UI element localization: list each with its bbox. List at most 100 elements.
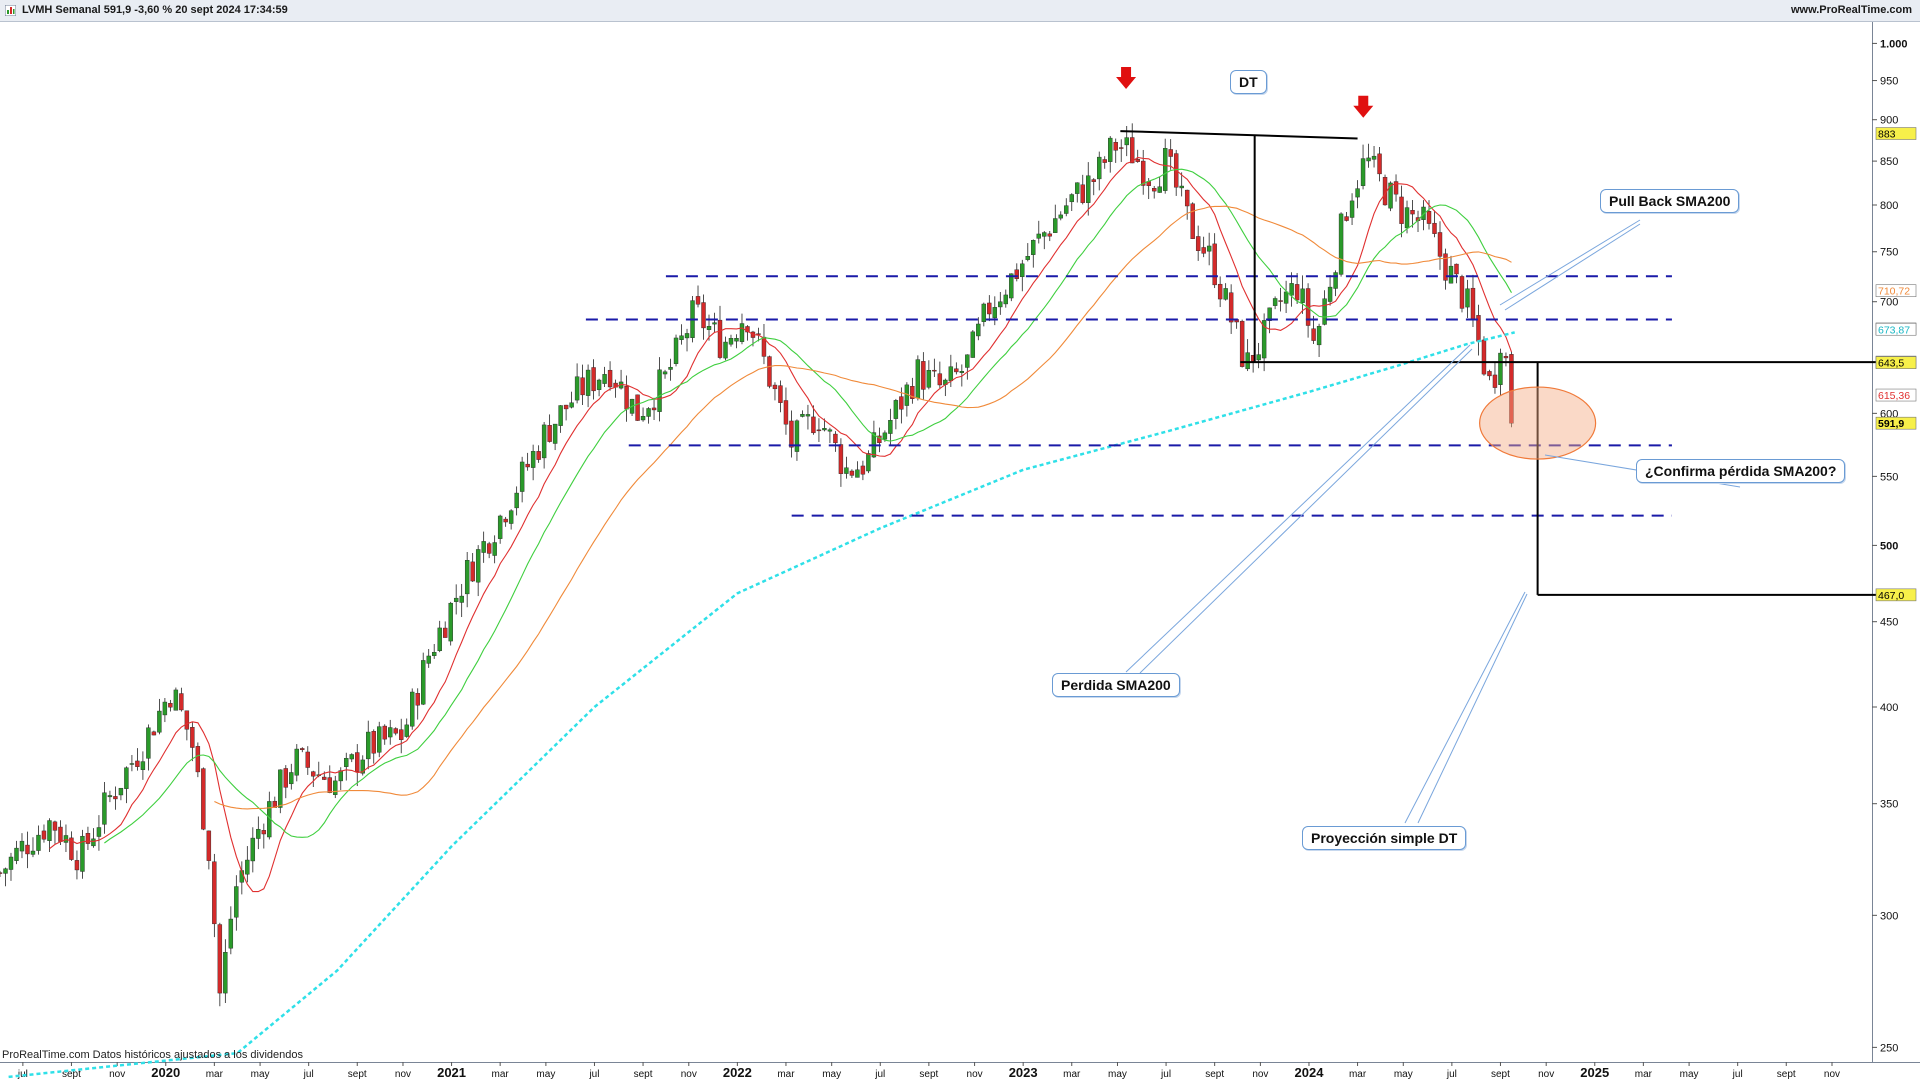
candle-body xyxy=(651,407,657,411)
candle-body xyxy=(1102,159,1107,163)
candle-body xyxy=(1184,189,1190,207)
callout-pointer-line xyxy=(1404,591,1526,824)
candle-body xyxy=(91,838,96,847)
candle-body xyxy=(866,453,871,472)
candle-body xyxy=(118,787,124,796)
x-tick-label: nov xyxy=(109,1069,125,1080)
candle-body xyxy=(1239,320,1245,367)
candle-body xyxy=(712,322,717,325)
candle-body xyxy=(1421,206,1426,220)
candle-body xyxy=(146,727,151,759)
title-bar: LVMH Semanal 591,9 -3,60 % 20 sept 2024 … xyxy=(0,0,1920,22)
candle-body xyxy=(899,396,904,410)
candle-body xyxy=(41,830,47,840)
candle-body xyxy=(245,859,250,875)
candle-body xyxy=(1108,137,1113,162)
x-tick-label: sept xyxy=(1205,1069,1224,1080)
x-tick-label: mar xyxy=(206,1069,224,1080)
candle-body xyxy=(646,408,651,417)
x-tick-label: jul xyxy=(17,1069,28,1080)
candle-body xyxy=(1195,236,1201,251)
candle-body xyxy=(569,402,574,408)
candle-body xyxy=(1294,284,1300,301)
candle-body xyxy=(668,366,673,370)
candle-body xyxy=(283,768,289,788)
x-tick-label: nov xyxy=(1824,1069,1840,1080)
sma-40-line xyxy=(214,205,1512,810)
candle-body xyxy=(1327,286,1333,302)
x-tick-label: sept xyxy=(919,1069,938,1080)
candle-body xyxy=(1217,283,1223,300)
site-link[interactable]: www.ProRealTime.com xyxy=(1790,4,1912,16)
x-tick-label: nov xyxy=(1538,1069,1554,1080)
candle-body xyxy=(179,693,184,711)
candle-body xyxy=(679,335,684,340)
candle-body xyxy=(701,302,706,329)
y-tick-label: 950 xyxy=(1880,76,1898,88)
x-tick-label: sept xyxy=(62,1069,81,1080)
candle-body xyxy=(1437,232,1443,257)
y-tick-label: 700 xyxy=(1880,297,1898,309)
candle-body xyxy=(69,837,74,860)
candle-body xyxy=(217,924,223,994)
candle-body xyxy=(976,323,981,337)
candle-body xyxy=(85,833,91,844)
candle-body xyxy=(1503,356,1509,359)
callout-pointer-line xyxy=(1499,219,1641,306)
candle-body xyxy=(228,918,234,949)
x-tick-label: may xyxy=(1108,1069,1127,1080)
candle-body xyxy=(234,886,239,918)
candle-body xyxy=(1113,142,1118,151)
candle-body xyxy=(1432,222,1437,234)
plot-area xyxy=(0,22,1872,1062)
price-label-box xyxy=(1875,127,1917,140)
candle-body xyxy=(261,830,267,835)
candle-body xyxy=(1278,300,1283,302)
candle-body xyxy=(1168,149,1173,157)
candle-body xyxy=(3,868,8,874)
candle-body xyxy=(36,834,41,851)
candle-body xyxy=(47,820,52,841)
x-tick-label: 2024 xyxy=(1295,1065,1325,1080)
candle-body xyxy=(256,828,261,839)
x-tick-label: sept xyxy=(634,1069,653,1080)
candle-body xyxy=(1509,354,1514,424)
candle-body xyxy=(1091,179,1096,182)
candle-body xyxy=(1151,187,1157,192)
price-label-text: 673,87 xyxy=(1878,324,1910,336)
candle-body xyxy=(1064,205,1069,214)
candle-body xyxy=(168,703,173,708)
x-tick-label: nov xyxy=(681,1069,697,1080)
x-tick-label: 2021 xyxy=(437,1065,466,1080)
candle-body xyxy=(893,400,899,419)
candle-body xyxy=(453,597,459,602)
candle-body xyxy=(223,952,228,994)
candle-body xyxy=(728,338,734,345)
data-source-note: ProRealTime.com Datos históricos ajustad… xyxy=(2,1049,304,1061)
candle-body xyxy=(1481,339,1487,375)
candle-body xyxy=(1283,291,1289,304)
candle-body xyxy=(470,561,475,582)
candle-body xyxy=(96,827,102,837)
candle-body xyxy=(1465,288,1470,308)
x-tick-label: jul xyxy=(1160,1069,1171,1080)
price-chart[interactable]: 1.00095090085080075070060055050045040035… xyxy=(0,22,1920,1080)
price-label: 467,0 xyxy=(1875,588,1917,602)
candle-body xyxy=(300,748,305,750)
candle-body xyxy=(393,728,398,734)
x-tick-label: may xyxy=(251,1069,270,1080)
candle-body xyxy=(849,470,855,476)
candle-body xyxy=(910,386,915,399)
candle-body xyxy=(992,307,998,319)
sma-20-line xyxy=(104,168,1512,844)
candle-body xyxy=(525,463,530,468)
candle-body xyxy=(377,726,382,753)
candle-body xyxy=(987,302,992,315)
candle-body xyxy=(1366,157,1371,162)
candle-body xyxy=(371,731,376,754)
candle-body xyxy=(1206,245,1212,252)
candle-body xyxy=(173,689,179,711)
x-tick-label: nov xyxy=(395,1069,411,1080)
candle-body xyxy=(860,465,866,475)
candle-body xyxy=(1349,200,1355,218)
